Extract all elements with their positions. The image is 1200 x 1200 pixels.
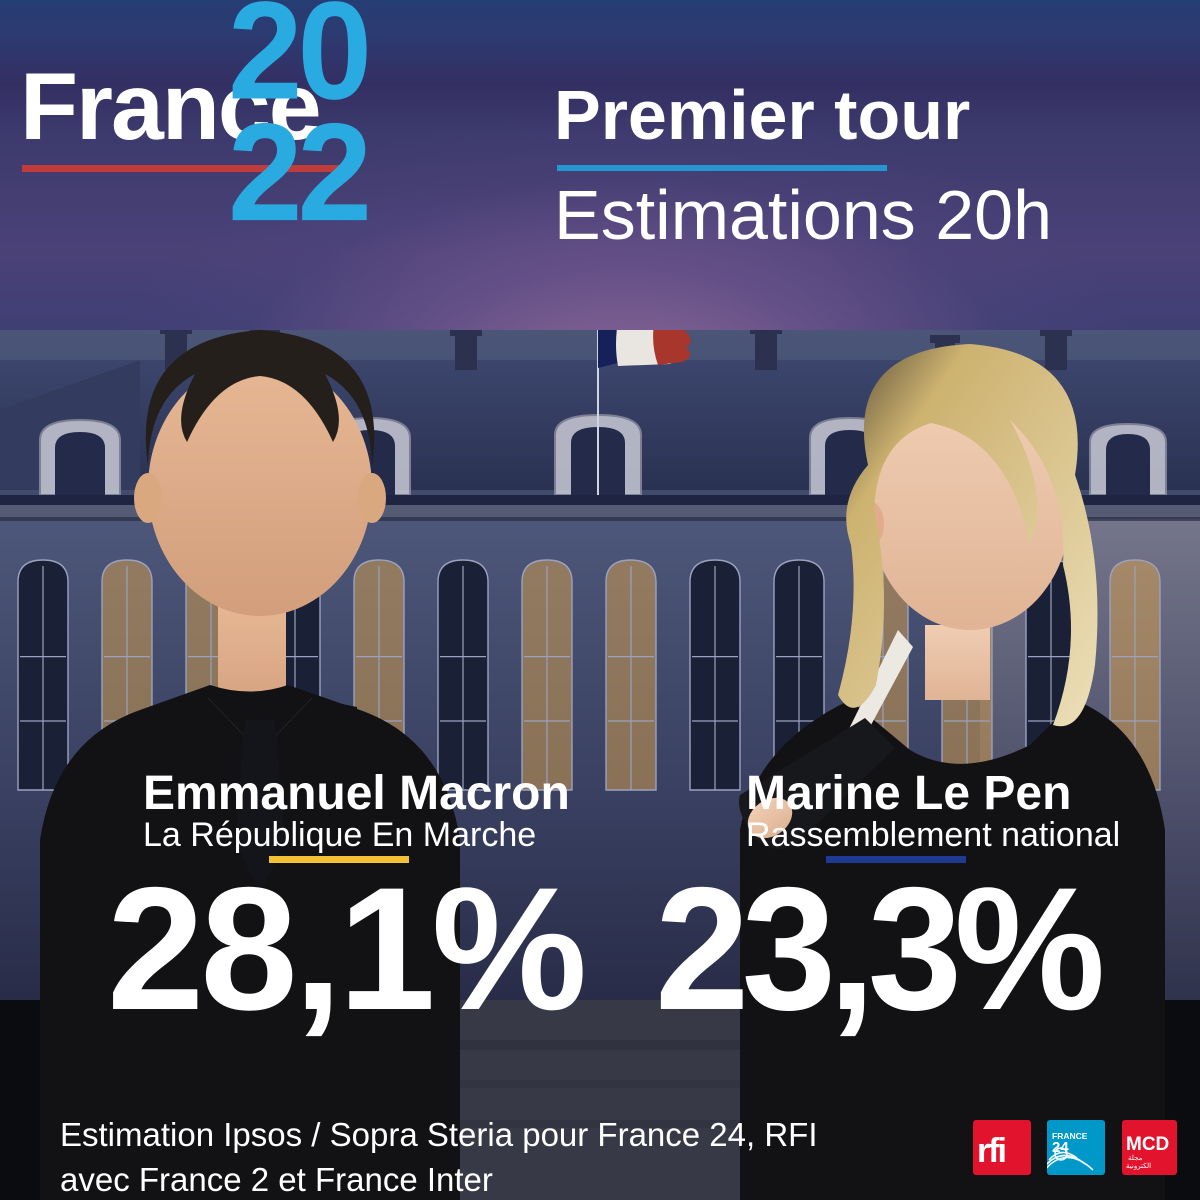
svg-text:MCD: MCD <box>1126 1134 1169 1155</box>
svg-text:rfi: rfi <box>977 1132 1006 1170</box>
svg-text:الكترونية: الكترونية <box>1126 1162 1151 1170</box>
svg-text:مجلة: مجلة <box>1128 1154 1143 1162</box>
